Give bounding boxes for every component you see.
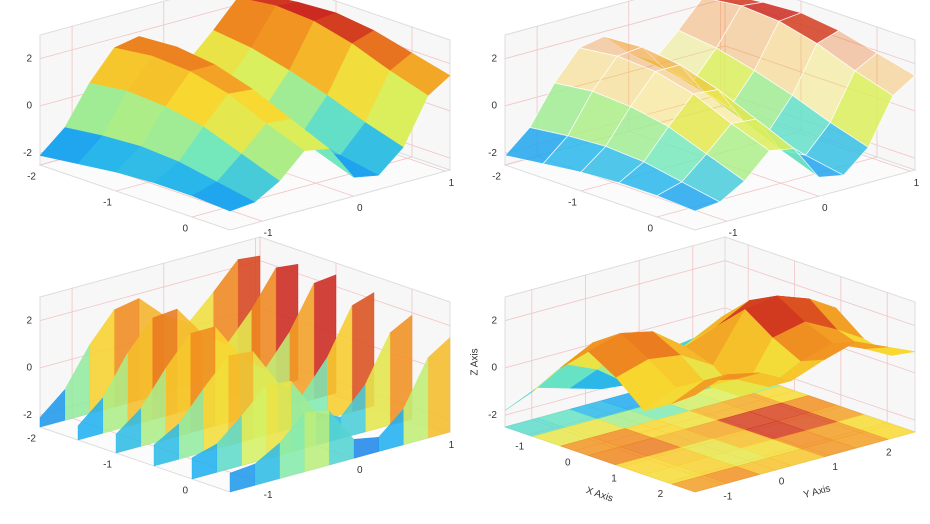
z-tick-label: -2 <box>23 410 32 421</box>
z-tick-label: 0 <box>26 101 32 112</box>
wall-grid-line <box>504 45 726 107</box>
y-tick-label: 1 <box>832 462 838 473</box>
y-tick-label: -1 <box>723 491 732 502</box>
wall-grid-line <box>724 260 916 327</box>
z-tick-label: 2 <box>26 53 32 64</box>
x-tick-label: 2 <box>658 489 664 500</box>
x-tick-label: 1 <box>914 178 920 189</box>
y-tick-label: -1 <box>103 198 112 209</box>
ribbon-segment <box>77 397 104 441</box>
chart-panel: -1 0 1 -2 -1 0 -2 0 2 <box>488 0 920 239</box>
ribbon-segment <box>191 443 218 480</box>
wall-grid-line <box>39 0 257 60</box>
z-tick-label: 2 <box>491 53 497 64</box>
y-tick-label: -2 <box>492 172 501 183</box>
ribbon-segment <box>229 463 256 493</box>
x-tick-label: 0 <box>357 203 363 214</box>
x-tick-label: -1 <box>729 228 738 239</box>
z-tick-label: 0 <box>491 363 497 374</box>
x-tick-label: -1 <box>264 490 273 501</box>
ribbon-segment <box>39 388 66 428</box>
y-tick-label: -1 <box>103 460 112 471</box>
z-axis-title: Z Axis <box>470 348 481 375</box>
wall-grid-line <box>504 0 722 60</box>
z-tick-label: -2 <box>23 148 32 159</box>
ribbon-segment <box>115 407 142 454</box>
z-tick-label: 0 <box>26 363 32 374</box>
y-tick-label: 0 <box>182 486 188 497</box>
x-tick-label: 0 <box>357 465 363 476</box>
y-tick-label: -2 <box>27 172 36 183</box>
z-tick-label: 2 <box>491 315 497 326</box>
ribbon-segment <box>153 423 180 467</box>
y-tick-label: 0 <box>647 224 653 235</box>
surface-cell <box>191 181 256 212</box>
x-tick-label: 1 <box>449 178 455 189</box>
x-tick-label: 1 <box>611 473 617 484</box>
z-tick-label: 2 <box>26 315 32 326</box>
z-tick-label: 0 <box>491 101 497 112</box>
y-tick-label: 0 <box>182 224 188 235</box>
chart-panel: -1 0 1 2 -1 0 1 2 -2 0 2 X Axis Y Axis Z Axis <box>470 236 917 505</box>
chart-panel: -1 0 1 -2 -1 0 -2 0 2 <box>23 236 455 501</box>
surface-cell <box>671 374 728 404</box>
x-tick-label: 0 <box>565 457 571 468</box>
y-tick-label: -2 <box>27 434 36 445</box>
y-tick-label: -1 <box>568 198 577 209</box>
chart-panel: -1 0 1 -2 -1 0 -2 0 2 <box>23 0 455 239</box>
x-tick-label: 0 <box>822 203 828 214</box>
x-axis-title: X Axis <box>585 485 615 504</box>
x-tick-label: 1 <box>449 440 455 451</box>
z-tick-label: -2 <box>488 410 497 421</box>
y-tick-label: 2 <box>886 447 892 458</box>
wall-grid-line <box>504 260 726 322</box>
floor-contour-cell <box>670 475 729 493</box>
surface-cell <box>656 181 721 212</box>
y-axis-title: Y Axis <box>802 483 832 501</box>
ribbon-segment <box>304 410 330 473</box>
x-tick-label: -1 <box>515 442 524 453</box>
wall-grid-line <box>39 260 261 322</box>
y-tick-label: 0 <box>779 477 785 488</box>
x-tick-label: -1 <box>264 228 273 239</box>
z-tick-label: -2 <box>488 148 497 159</box>
